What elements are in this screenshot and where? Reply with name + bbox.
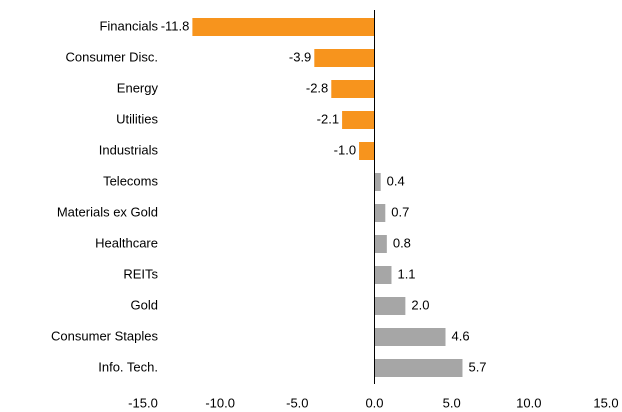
bar (374, 328, 446, 346)
bar (192, 18, 375, 36)
bar (342, 111, 375, 129)
x-tick-label: 0.0 (365, 395, 383, 410)
x-tick-label: 15.0 (593, 395, 618, 410)
x-tick-label: 5.0 (443, 395, 461, 410)
category-label: Industrials (99, 142, 159, 157)
category-label: REITs (123, 266, 158, 281)
category-label: Energy (117, 80, 159, 95)
category-label: Utilities (116, 111, 158, 126)
category-label: Healthcare (95, 235, 158, 250)
x-tick-label: -10.0 (205, 395, 235, 410)
x-tick-label: -15.0 (128, 395, 158, 410)
value-label: -11.8 (161, 18, 190, 33)
bar (374, 297, 406, 315)
bar (374, 235, 387, 253)
x-tick-label: -5.0 (286, 395, 308, 410)
value-label: 2.0 (411, 297, 429, 312)
bar (374, 359, 463, 377)
value-label: -2.1 (317, 111, 339, 126)
x-tick-label: 10.0 (516, 395, 541, 410)
bar (331, 80, 375, 98)
bar (374, 266, 392, 284)
value-label: 5.7 (468, 359, 486, 374)
bar (359, 142, 375, 160)
bar (374, 204, 386, 222)
bar (374, 173, 381, 191)
value-label: -3.9 (289, 49, 311, 64)
value-label: 4.6 (451, 328, 469, 343)
value-label: 1.1 (397, 266, 415, 281)
category-label: Gold (131, 297, 158, 312)
value-label: 0.7 (391, 204, 409, 219)
category-label: Financials (99, 18, 158, 33)
category-label: Telecoms (103, 173, 158, 188)
bar (314, 49, 375, 67)
category-label: Consumer Staples (51, 328, 158, 343)
value-label: 0.8 (393, 235, 411, 250)
category-label: Consumer Disc. (66, 49, 158, 64)
category-label: Materials ex Gold (57, 204, 158, 219)
value-label: -2.8 (306, 80, 328, 95)
value-label: 0.4 (387, 173, 405, 188)
category-label: Info. Tech. (98, 359, 158, 374)
value-label: -1.0 (334, 142, 356, 157)
